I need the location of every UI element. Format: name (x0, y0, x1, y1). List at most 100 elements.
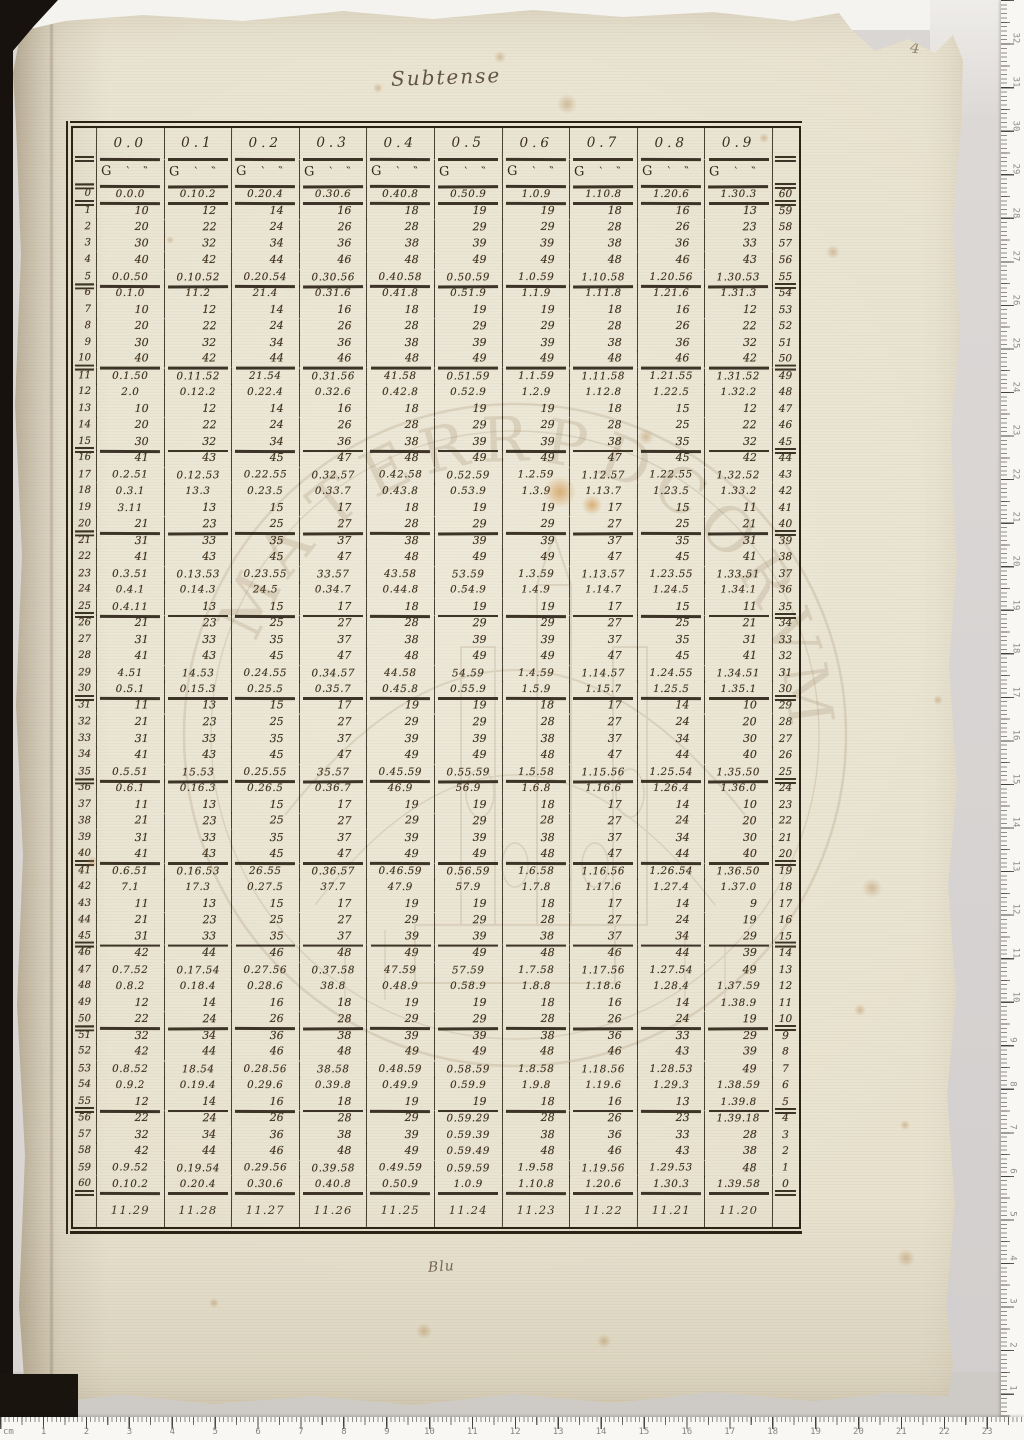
ruler-number: 32 (1010, 32, 1021, 44)
ruler-number: 30 (1010, 120, 1021, 131)
value-cell: 0.41.8 (366, 284, 435, 303)
value-cell: 32 (163, 334, 232, 352)
value-cell: 18 (298, 994, 367, 1012)
table-row: 0.0 0.1 0.2 0.3 0.4 0.5 0.6 0.7 0.8 0.9 (73, 127, 799, 162)
footer-degree-cell: 11.20 (704, 1192, 772, 1227)
value-cell: 42 (163, 252, 232, 269)
value-cell: 1.32.52 (704, 466, 772, 484)
row-minute-right: 48 (771, 383, 798, 401)
row-minute-right: 15 (771, 928, 798, 948)
horizontal-cm-ruler: cm 1 2 3 4 5 6 7 8 9 10 11 12 13 14 15 16 17 18 19 20 21 22 23 (0, 1417, 1024, 1440)
value-cell: 18 (501, 994, 570, 1012)
value-cell: 43 (636, 1043, 705, 1061)
row-minute-left: 20 (73, 516, 96, 533)
degree-minute-second-header: G ‵ ‶ (95, 158, 164, 187)
value-cell: 14 (636, 796, 705, 814)
table-row: 53 0.8.52 18.54 0.28.56 38.58 0.48.59 0.58.59 1… (73, 1060, 799, 1078)
table-row: 43 11 13 15 17 19 19 18 17 14 9 17 (73, 895, 799, 913)
value-cell: 48 (298, 945, 367, 962)
photo-black-corner-bottom-left (0, 1374, 78, 1417)
value-cell: 24 (163, 1011, 232, 1029)
row-minute-right: 9 (771, 1027, 798, 1045)
value-cell: 1.31.3 (704, 285, 772, 302)
ruler-number: 17 (1010, 686, 1021, 698)
value-cell: 0.49.59 (366, 1159, 434, 1177)
value-cell: 28 (569, 318, 637, 336)
table-row: 47 0.7.52 0.17.54 0.27.56 0.37.58 47.59 57.59 1… (73, 961, 799, 979)
value-cell: 35.57 (298, 763, 367, 781)
value-cell: 29 (433, 615, 502, 633)
value-cell: 26 (636, 218, 705, 237)
value-cell: 0.43.8 (366, 482, 435, 501)
value-cell: 2.0 (95, 383, 164, 402)
table-row: 48 0.8.2 0.18.4 0.28.6 38.8 0.48.9 0.58.9 1.8.8… (73, 977, 799, 996)
value-cell: 18 (501, 796, 570, 814)
value-cell: 15 (231, 499, 299, 517)
ruler-number: 3 (126, 1427, 133, 1437)
row-minute-left: 47 (78, 963, 92, 975)
value-cell: 12 (163, 202, 232, 220)
value-cell: 0.58.59 (433, 1060, 502, 1078)
value-cell: 47 (298, 648, 367, 665)
value-cell: 0.56.59 (433, 862, 502, 880)
value-cell: 28 (298, 1011, 367, 1029)
value-cell: 16 (569, 994, 637, 1012)
value-cell: 0.51.59 (433, 367, 502, 385)
table-row: 14 20 22 24 26 28 29 29 28 25 22 46 (73, 416, 799, 435)
ruler-number: 10 (424, 1427, 435, 1437)
value-cell: 49 (704, 1060, 772, 1078)
value-cell: 0.0.50 (95, 268, 164, 286)
value-cell: 19 (433, 994, 502, 1012)
value-cell: 29 (433, 813, 502, 831)
row-minute-left: 48 (78, 980, 91, 991)
value-cell: 1.24.55 (636, 664, 705, 682)
value-cell: 49 (501, 548, 570, 567)
value-cell: 25 (231, 614, 299, 633)
value-cell: 1.13.7 (569, 483, 637, 500)
value-cell: 41 (704, 549, 772, 566)
row-minute-right: 20 (771, 845, 798, 863)
value-cell: 34 (636, 730, 705, 748)
row-minute-right: 30 (771, 680, 798, 698)
row-minute-left: 7 (84, 303, 91, 315)
value-cell: 32 (163, 235, 232, 253)
value-cell: 21 (95, 614, 164, 633)
value-cell: 44 (163, 1143, 232, 1160)
value-cell: 22 (704, 417, 772, 435)
value-cell: 39 (433, 532, 502, 550)
value-cell: 41 (95, 548, 164, 567)
value-cell: 48 (366, 647, 435, 666)
value-cell: 13 (163, 796, 232, 814)
table-row: 30 0.5.1 0.15.3 0.25.5 0.35.7 0.45.8 0.55.9 1.5… (73, 680, 799, 701)
value-cell: 15 (636, 598, 705, 616)
row-minute-left: 11 (78, 369, 92, 381)
row-minute-right: 25 (771, 763, 798, 781)
value-cell: 29 (501, 218, 570, 237)
foxing-stain (209, 1298, 219, 1308)
value-cell: 42 (96, 1043, 164, 1061)
table-row: 60 0.10.2 0.20.4 0.30.6 0.40.8 0.50.9 1.0.9 1.1… (73, 1175, 799, 1196)
ruler-number: 31 (1010, 76, 1021, 88)
value-cell: 0.59.49 (433, 1143, 502, 1160)
value-cell: 1.7.8 (501, 878, 570, 897)
row-minute-right: 27 (771, 730, 798, 748)
value-cell: 18 (501, 697, 570, 715)
value-cell: 0.16.53 (163, 862, 232, 880)
value-cell: 1.29.3 (636, 1076, 705, 1095)
value-cell: 1.2.59 (501, 466, 570, 484)
value-cell: 1.5.58 (501, 763, 570, 781)
value-cell: 1.16.6 (569, 780, 637, 797)
value-cell: 23 (163, 714, 232, 732)
value-cell: 1.9.8 (501, 1076, 570, 1095)
value-cell: 0.42.58 (366, 466, 434, 484)
table-row: 9 30 32 34 36 38 39 39 38 36 32 51 (73, 334, 799, 352)
value-cell: 48 (366, 350, 434, 369)
table-row: G ‵ ‶ G ‵ ‶ G ‵ ‶ G ‵ ‶ G ‵ ‶ G ‵ ‶ G ‵ ‶ G ‵ ‶ G ‵ ‶ G ‵ ‶ (73, 158, 799, 187)
table-row: 0 0.0.0 0.10.2 0.20.4 0.30.6 0.40.8 0.50.9 1.0.… (73, 185, 799, 206)
value-cell: 41 (95, 845, 164, 864)
value-cell: 46 (569, 1043, 637, 1061)
ruler-number: 23 (1010, 424, 1021, 436)
corner-cell (73, 128, 96, 162)
ruler-number: 2 (83, 1427, 90, 1437)
row-minute-right: 18 (771, 878, 798, 896)
